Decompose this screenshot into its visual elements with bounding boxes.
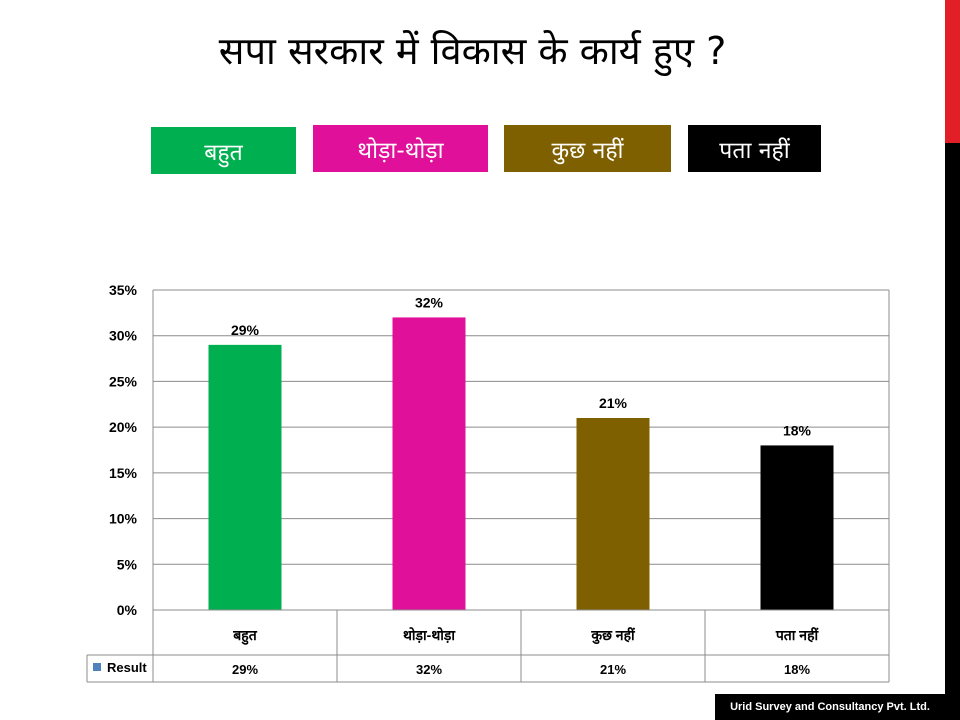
x-tick-label: बहुत: [232, 627, 257, 645]
legend-box-thoda-thoda: थोड़ा-थोड़ा: [313, 125, 488, 172]
data-label: 18%: [783, 422, 812, 438]
bar-chart: 0% 5% 10% 15% 20% 25% 30% 35% 29% 32% 21% 18% बहुत 29…: [86, 282, 890, 683]
data-label: 29%: [231, 322, 260, 338]
bar: [760, 445, 834, 610]
legend-box-kuch-nahin: कुछ नहीं: [504, 125, 671, 172]
data-label: 21%: [599, 395, 628, 411]
table-cell: 32%: [416, 662, 442, 677]
table-row-label: Result: [107, 660, 147, 675]
bar: [208, 344, 282, 610]
x-tick-label: पता नहीं: [775, 627, 820, 643]
table-cell: 21%: [600, 662, 626, 677]
bar: [576, 418, 650, 610]
legend-swatch: [93, 663, 101, 671]
y-tick-label: 0%: [117, 602, 138, 618]
y-tick-label: 15%: [109, 465, 138, 481]
y-tick-label: 35%: [109, 282, 138, 298]
legend-box-bahut: बहुत: [151, 127, 296, 174]
y-tick-label: 20%: [109, 419, 138, 435]
legend-box-label: कुछ नहीं: [551, 137, 624, 164]
legend-box-label: बहुत: [204, 139, 243, 166]
footer-credit: Urid Survey and Consultancy Pvt. Ltd.: [715, 694, 945, 720]
table-cell: 29%: [232, 662, 258, 677]
y-tick-label: 25%: [109, 373, 138, 389]
y-tick-label: 10%: [109, 511, 138, 527]
bar: [392, 317, 466, 610]
slide-title: सपा सरकार में विकास के कार्य हुए ?: [218, 29, 727, 73]
legend-box-label: पता नहीं: [719, 137, 790, 164]
table-cell: 18%: [784, 662, 810, 677]
x-tick-label: कुछ नहीं: [590, 627, 636, 645]
y-tick-label: 5%: [117, 556, 138, 572]
x-tick-label: थोड़ा-थोड़ा: [403, 627, 456, 643]
legend-box-label: थोड़ा-थोड़ा: [357, 137, 444, 164]
data-label: 32%: [415, 294, 444, 310]
side-accent-red: [945, 0, 960, 143]
y-tick-label: 30%: [109, 328, 138, 344]
legend-box-pata-nahin: पता नहीं: [688, 125, 821, 172]
side-accent-black: [945, 143, 960, 720]
